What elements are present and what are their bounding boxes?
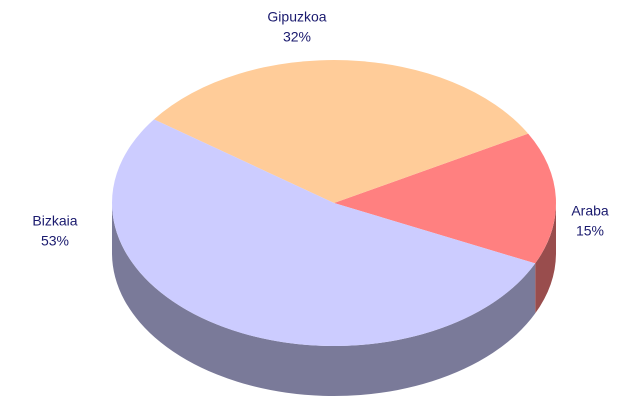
slice-value-label: 32% bbox=[283, 29, 311, 45]
slice-label: Bizkaia bbox=[32, 213, 77, 229]
slice-value-label: 53% bbox=[41, 233, 69, 249]
slice-label: Gipuzkoa bbox=[267, 9, 326, 25]
slice bbox=[153, 59, 529, 203]
slice-side bbox=[111, 203, 536, 397]
slice bbox=[334, 133, 556, 264]
slice-value-label: 15% bbox=[576, 223, 604, 239]
slice-side bbox=[535, 203, 556, 314]
slice bbox=[112, 119, 536, 347]
slice-label: Araba bbox=[571, 203, 609, 219]
